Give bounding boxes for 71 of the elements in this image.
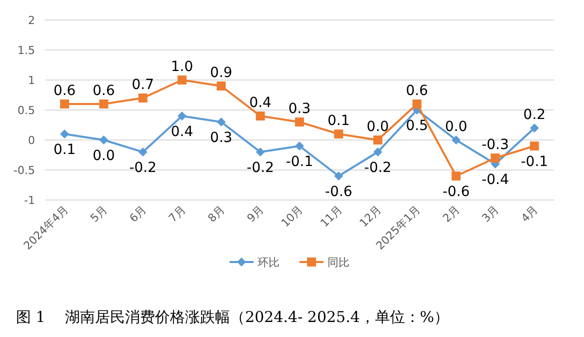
data-label: -0.4 — [482, 172, 510, 188]
data-label: 0.4 — [249, 95, 272, 111]
data-label: 0.9 — [210, 65, 232, 81]
data-label: -0.1 — [286, 154, 314, 170]
data-label: 1.0 — [170, 59, 194, 75]
y-tick-label: 0.5 — [18, 104, 35, 117]
x-tick-label: 2月 — [440, 202, 462, 225]
point — [334, 130, 344, 138]
x-tick-label: 10月 — [278, 202, 306, 230]
y-tick-label: 0 — [28, 134, 35, 147]
point — [99, 100, 108, 108]
point — [530, 142, 539, 150]
point — [452, 136, 461, 144]
data-label: 0.0 — [444, 119, 468, 135]
x-tick-label: 6月 — [127, 202, 150, 225]
point — [295, 118, 304, 126]
y-tick-label: 1.5 — [18, 44, 35, 57]
point — [373, 148, 382, 156]
x-tick-label: 11月 — [318, 202, 345, 230]
legend-label: 环比 — [258, 256, 280, 269]
y-tick-label: -1 — [24, 194, 35, 207]
point — [138, 94, 148, 102]
x-tick-label: 4月 — [518, 202, 541, 225]
data-label: -0.3 — [482, 137, 509, 153]
x-tick-label: 7月 — [166, 202, 188, 225]
point — [178, 76, 187, 84]
data-label: -0.6 — [324, 184, 352, 200]
data-label: 0.0 — [92, 148, 115, 164]
x-tick-label: 12月 — [357, 202, 384, 230]
data-label: 0.6 — [92, 83, 115, 99]
point — [178, 112, 187, 120]
data-label: -0.2 — [246, 160, 274, 176]
legend-label: 同比 — [328, 256, 350, 269]
x-tick-label: 5月 — [88, 202, 110, 225]
data-label: 0.1 — [328, 113, 350, 129]
data-label: 0.3 — [210, 130, 232, 146]
data-label: 0.6 — [53, 83, 76, 99]
x-tick-label: 8月 — [205, 202, 228, 225]
point — [490, 154, 500, 162]
x-tick-label: 3月 — [479, 202, 502, 225]
point — [452, 172, 461, 180]
point — [60, 100, 70, 108]
data-label: -0.2 — [129, 160, 157, 176]
point — [60, 130, 70, 138]
point — [216, 82, 226, 90]
point — [216, 118, 226, 126]
point — [530, 124, 539, 132]
data-label: 0.3 — [288, 101, 311, 117]
data-label: -0.2 — [364, 160, 392, 176]
point — [295, 142, 304, 150]
data-label: 0.4 — [170, 124, 194, 140]
text: 图 1 湖南居民消费价格涨跌幅（2024.4- 2025.4，单位：%） — [16, 308, 450, 326]
data-label: 0.5 — [406, 118, 428, 134]
data-label: 0.2 — [523, 107, 546, 123]
point — [99, 136, 108, 144]
data-label: -0.1 — [520, 154, 548, 170]
point — [412, 100, 422, 108]
x-tick-label: 9月 — [244, 202, 266, 225]
y-tick-label: -0.5 — [14, 164, 35, 177]
point — [256, 148, 265, 156]
y-tick-label: 1 — [28, 74, 35, 87]
data-label: 0.7 — [132, 77, 154, 93]
data-label: -0.6 — [442, 184, 470, 200]
data-label: 0.6 — [406, 83, 428, 99]
point — [138, 148, 148, 156]
point — [334, 172, 344, 180]
data-label: 0.1 — [53, 142, 76, 158]
data-label: 0.0 — [366, 119, 389, 135]
point — [373, 136, 382, 144]
y-tick-label: 2 — [28, 14, 35, 27]
point — [256, 112, 265, 120]
